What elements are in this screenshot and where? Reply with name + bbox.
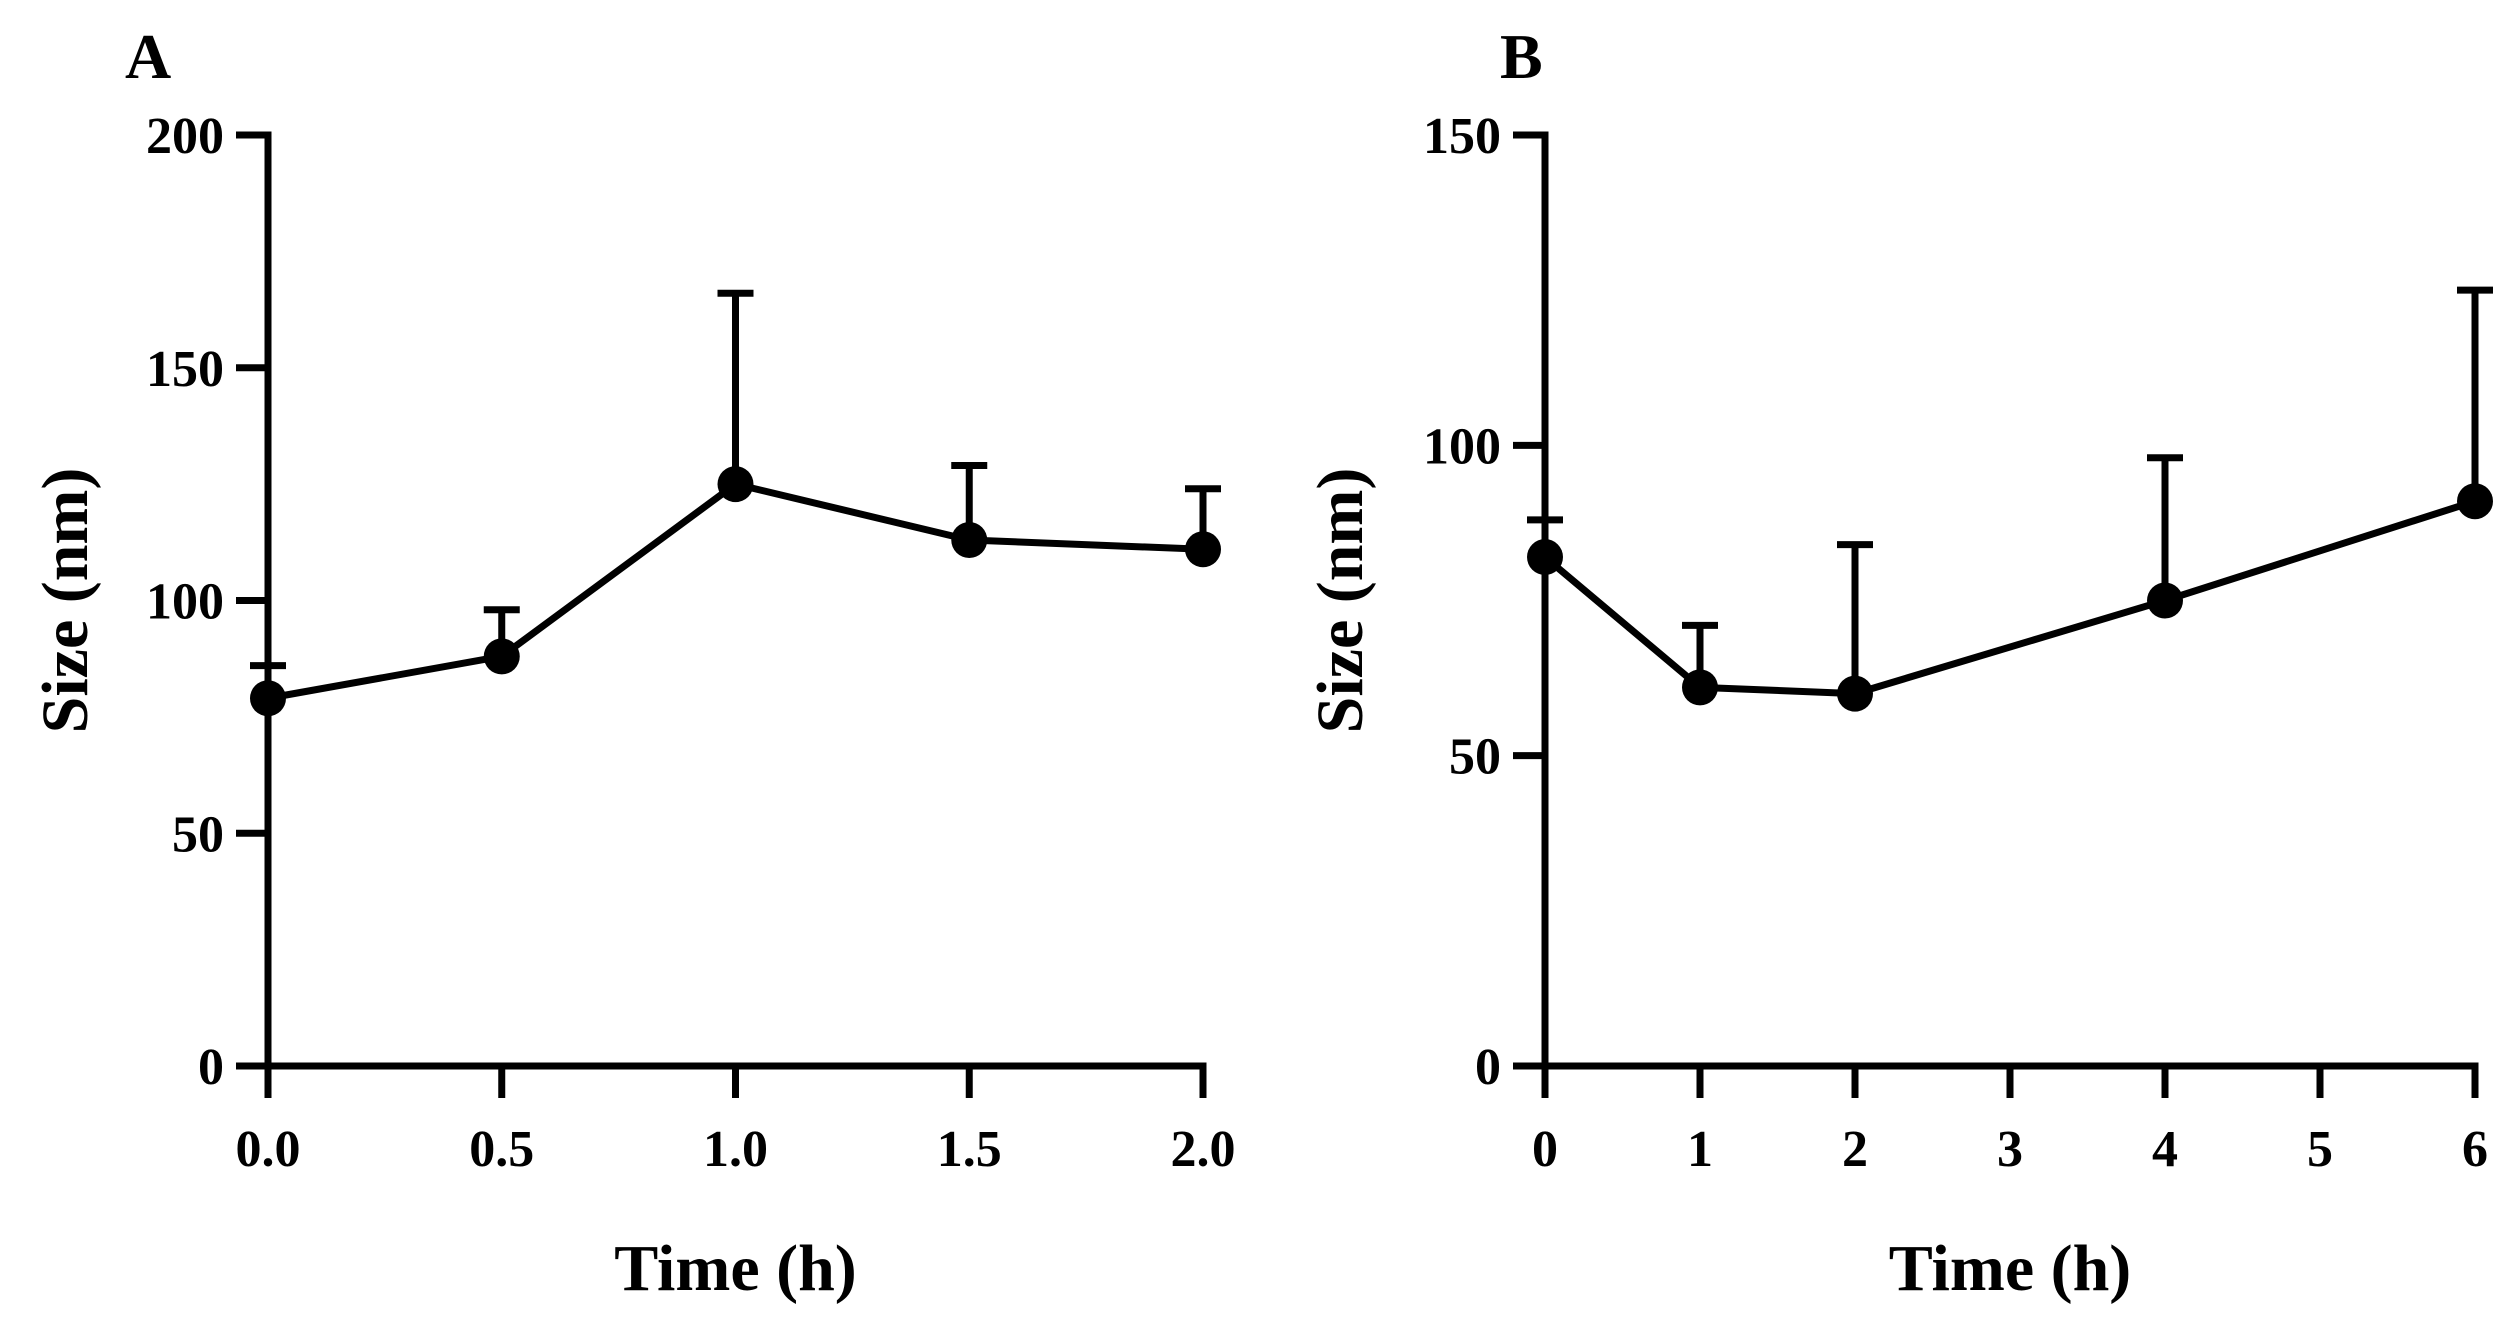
panel-label: B [1500, 21, 1543, 92]
x-tick-label: 1 [1687, 1121, 1713, 1178]
y-tick-label: 100 [146, 574, 224, 631]
x-tick-label: 4 [2152, 1121, 2178, 1178]
y-axis-label: Size (nm) [29, 468, 102, 734]
x-tick-label: 2.0 [1171, 1121, 1236, 1178]
x-tick-label: 1.0 [703, 1121, 768, 1178]
y-tick-label: 150 [1423, 108, 1501, 165]
y-tick-label: 0 [1475, 1039, 1501, 1096]
data-point [951, 521, 988, 558]
x-tick-label: 5 [2307, 1121, 2333, 1178]
data-point [483, 638, 520, 675]
x-tick-label: 6 [2462, 1121, 2488, 1178]
x-axis-label: Time (h) [1889, 1232, 2132, 1305]
data-point [1682, 669, 1718, 706]
x-tick-label: 0 [1532, 1121, 1558, 1178]
y-tick-label: 200 [146, 108, 224, 165]
panel-label: A [125, 21, 171, 92]
data-point [2457, 483, 2493, 520]
data-point [717, 466, 754, 503]
x-tick-label: 1.5 [937, 1121, 1002, 1178]
data-point [250, 680, 286, 717]
panel-b: B 0 50 100 150 0 1 2 3 4 5 6 Time (h) Size (nm) [1304, 21, 2493, 1305]
panel-a: A 0 50 100 150 200 0.0 0.5 1.0 1.5 2.0 Time (h) Size… [29, 21, 1236, 1305]
y-axis-label: Size (nm) [1304, 468, 1377, 734]
x-axis-label: Time (h) [614, 1232, 857, 1305]
data-point [2147, 582, 2183, 619]
x-tick-label: 0.5 [469, 1121, 534, 1178]
y-tick-label: 50 [1449, 729, 1501, 786]
y-tick-label: 150 [146, 341, 224, 398]
series-line [267, 480, 1204, 702]
data-point [1185, 531, 1221, 568]
x-tick-label: 2 [1842, 1121, 1868, 1178]
y-tick-label: 100 [1423, 418, 1501, 475]
x-tick-label: 0.0 [236, 1121, 301, 1178]
y-tick-label: 0 [198, 1039, 224, 1096]
x-tick-label: 3 [1997, 1121, 2023, 1178]
y-tick-label: 50 [172, 806, 224, 863]
series-line [1542, 497, 2477, 698]
data-point [1527, 539, 1563, 576]
data-point [1837, 675, 1873, 712]
